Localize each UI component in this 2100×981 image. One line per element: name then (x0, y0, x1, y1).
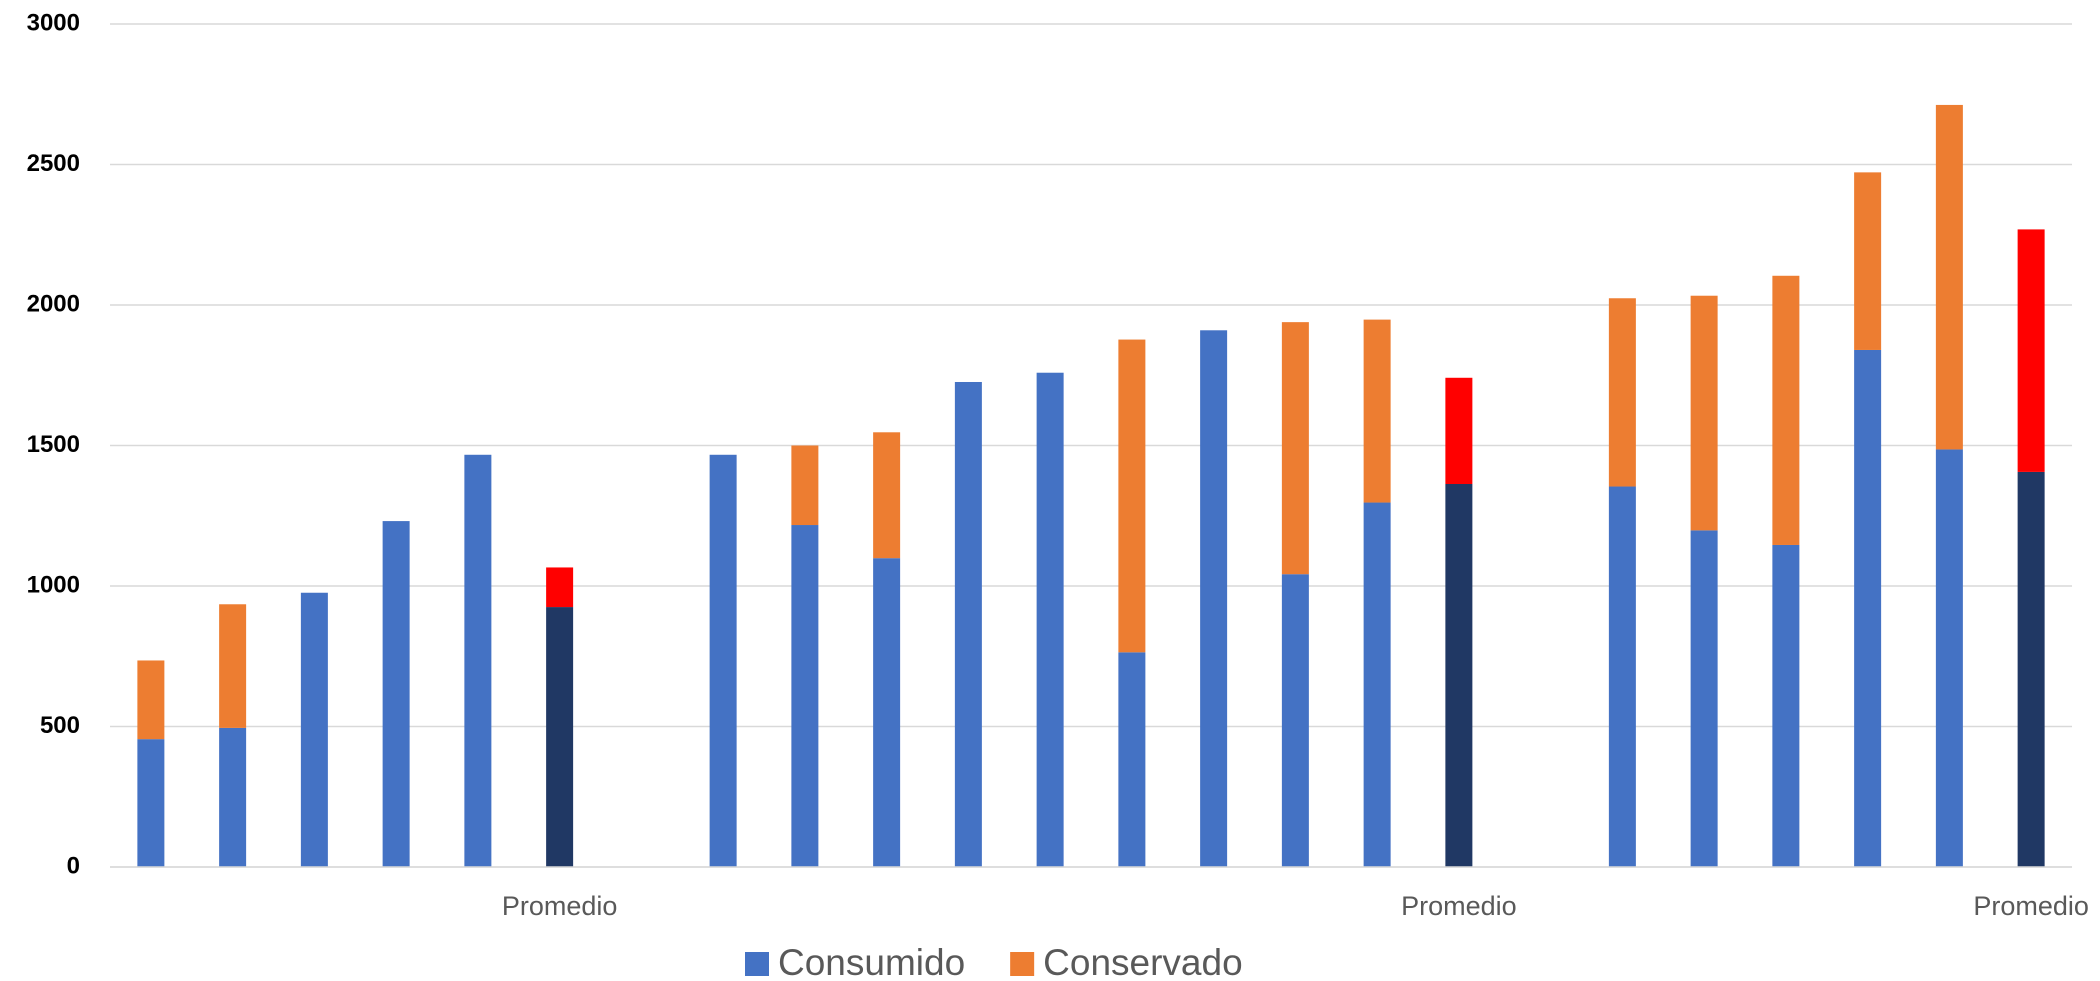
bar-segment (709, 454, 737, 867)
x-tick-label: Promedio (1973, 891, 2089, 921)
bar-segment (1363, 502, 1391, 867)
y-tick-label: 3000 (27, 9, 80, 36)
bar-segment (1772, 275, 1800, 545)
bar-segment (954, 381, 982, 867)
legend-swatch (1010, 952, 1035, 976)
bar-segment (382, 521, 410, 867)
bar-segment (1935, 104, 1963, 450)
bar-segment (791, 445, 819, 526)
x-tick-label: Promedio (502, 891, 618, 921)
bar-segment (1690, 295, 1718, 531)
bar-segment (137, 660, 165, 740)
bar-segment (1363, 319, 1391, 503)
bar-segment (1608, 298, 1636, 487)
x-tick-label: Promedio (1401, 891, 1517, 921)
bar-segment (2017, 471, 2045, 867)
bar-segment (1118, 652, 1146, 867)
y-tick-label: 500 (40, 712, 80, 739)
bar-segment (1608, 486, 1636, 867)
bar-segment (1854, 172, 1882, 350)
bar-segment (791, 525, 819, 867)
legend-swatch (745, 952, 769, 976)
bar-segment (464, 454, 492, 867)
bar-segment (2017, 229, 2045, 472)
bar-segment (1854, 349, 1882, 868)
bar-segment (546, 607, 574, 867)
bar-segment (219, 727, 247, 867)
bar-segment (1118, 339, 1146, 653)
bar-segment (1445, 377, 1473, 484)
bar-segment (1445, 483, 1473, 867)
bar-segment (873, 432, 901, 559)
y-tick-label: 1500 (27, 431, 80, 458)
legend-label: Consumido (778, 942, 965, 981)
y-tick-label: 2000 (27, 290, 80, 317)
bar-segment (1690, 530, 1718, 867)
bar-segment (1281, 322, 1309, 575)
y-tick-label: 2500 (27, 150, 80, 177)
bar-segment (546, 567, 574, 608)
bar-segment (219, 604, 247, 728)
bar-segment (1772, 544, 1800, 867)
y-tick-label: 0 (67, 852, 80, 879)
y-tick-label: 1000 (27, 571, 80, 598)
bar-segment (300, 592, 328, 867)
bar-segment (873, 558, 901, 867)
bar-segment (137, 739, 165, 867)
bar-segment (1200, 330, 1228, 867)
bar-segment (1036, 372, 1064, 867)
bar-segment (1935, 449, 1963, 867)
bar-segment (1281, 574, 1309, 867)
legend-label: Conservado (1043, 942, 1243, 981)
